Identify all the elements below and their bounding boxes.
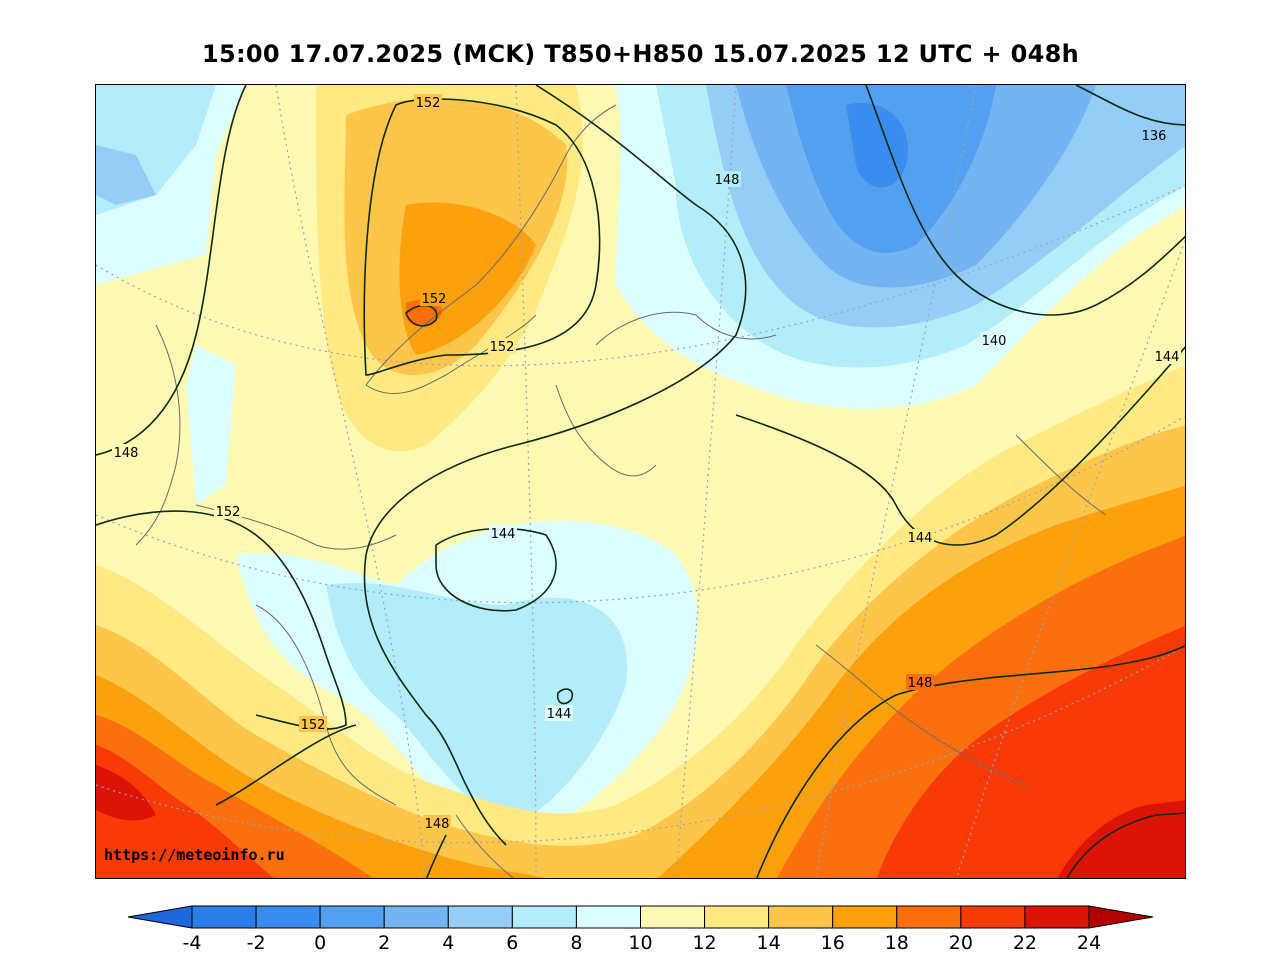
watermark-url: https://meteoinfo.ru — [104, 846, 285, 864]
field-20-22-southeast — [876, 625, 1185, 878]
contour-label: 148 — [114, 446, 139, 461]
graticule — [96, 85, 1185, 878]
colorbar-bin — [704, 905, 770, 929]
colorbar-tick-labels: -4 -2 0 2 4 6 8 10 12 14 16 18 20 22 24 — [183, 932, 1102, 954]
contour-152-southeast — [1066, 812, 1185, 878]
contour-label: 144 — [547, 707, 572, 722]
contour-152-west — [96, 510, 347, 730]
colorbar-bin — [383, 905, 449, 929]
colorbar-tick-label: 4 — [442, 932, 454, 954]
colorbar-tick-label: 8 — [570, 932, 582, 954]
colorbar-bin — [960, 905, 1026, 929]
field-18-20-scandinavia — [406, 299, 442, 327]
colorbar-under-arrow — [127, 905, 193, 929]
colorbar-bin — [640, 905, 706, 929]
colorbar-tick-label: -2 — [247, 932, 266, 954]
colorbar-over-arrow — [1088, 905, 1154, 929]
contour-148-central — [363, 85, 747, 846]
contour-148-southeast — [755, 645, 1185, 878]
colorbar-bin — [1024, 905, 1090, 929]
field-8-10-ireland — [186, 345, 236, 505]
contour-140 — [865, 85, 1185, 316]
contour-label: 152 — [216, 505, 241, 520]
colorbar-bin — [511, 905, 577, 929]
colorbar-tick-label: 24 — [1077, 932, 1101, 954]
temperature-map: 152 152 152 148 136 140 144 148 152 144 … — [96, 85, 1185, 878]
colorbar-bin — [896, 905, 962, 929]
contour-152-south — [215, 724, 357, 806]
colorbar-tick-label: 18 — [885, 932, 909, 954]
field-6-8-central — [326, 582, 628, 825]
contour-136 — [1075, 85, 1185, 126]
contour-148-south — [425, 834, 447, 878]
colorbar-tick-label: 6 — [506, 932, 518, 954]
colorbar-tick-label: 14 — [757, 932, 781, 954]
contour-label: 148 — [425, 817, 450, 832]
field-minus2-0-northeast — [846, 103, 908, 188]
colorbar-bin — [768, 905, 834, 929]
colorbar-tick-label: 16 — [821, 932, 845, 954]
contour-label: 144 — [1155, 350, 1180, 365]
contour-148-west — [96, 85, 247, 456]
colorbar-tick-label: 0 — [314, 932, 326, 954]
contour-152-scandinavia — [363, 98, 601, 376]
colorbar-bin — [575, 905, 642, 929]
field-20-22-southwest — [96, 745, 274, 878]
colorbar-tick-label: 2 — [378, 932, 390, 954]
colorbar-bin — [832, 905, 898, 929]
contour-label: 152 — [422, 292, 447, 307]
colorbar-tick-label: 22 — [1013, 932, 1037, 954]
colorbar-bin — [319, 905, 385, 929]
colorbar-tick-label: 20 — [949, 932, 973, 954]
contour-label: 152 — [301, 718, 326, 733]
colorbar-bin — [255, 905, 321, 929]
contour-label: 152 — [416, 96, 441, 111]
contour-label: 136 — [1142, 129, 1167, 144]
contour-144-small — [556, 688, 574, 705]
geopotential-contours — [96, 85, 1185, 878]
field-4-6-west — [96, 145, 156, 205]
contour-label: 144 — [908, 531, 933, 546]
contour-144-east — [735, 346, 1185, 546]
colorbar-bin — [191, 905, 257, 929]
contour-labels: 152 152 152 148 136 140 144 148 152 144 … — [112, 94, 1181, 832]
colorbar-bins — [191, 905, 1090, 929]
map-panel: 152 152 152 148 136 140 144 148 152 144 … — [95, 84, 1186, 879]
field-22-24-southwest — [96, 765, 156, 821]
contour-label: 144 — [491, 527, 516, 542]
field-22-24-southeast — [1057, 800, 1185, 878]
chart-title: 15:00 17.07.2025 (MCK) T850+H850 15.07.2… — [202, 40, 1079, 68]
colorbar-bin — [447, 905, 513, 929]
contour-152-peak — [405, 304, 438, 327]
colorbar-tick-label: 12 — [692, 932, 716, 954]
contour-label: 140 — [982, 334, 1007, 349]
contour-label: 152 — [490, 340, 515, 355]
contour-label: 148 — [715, 173, 740, 188]
contour-label: 148 — [908, 676, 933, 691]
colorbar-tick-label: 10 — [628, 932, 652, 954]
colorbar: -4 -2 0 2 4 6 8 10 12 14 16 18 20 22 24 — [127, 905, 1154, 954]
colorbar-tick-label: -4 — [183, 932, 202, 954]
